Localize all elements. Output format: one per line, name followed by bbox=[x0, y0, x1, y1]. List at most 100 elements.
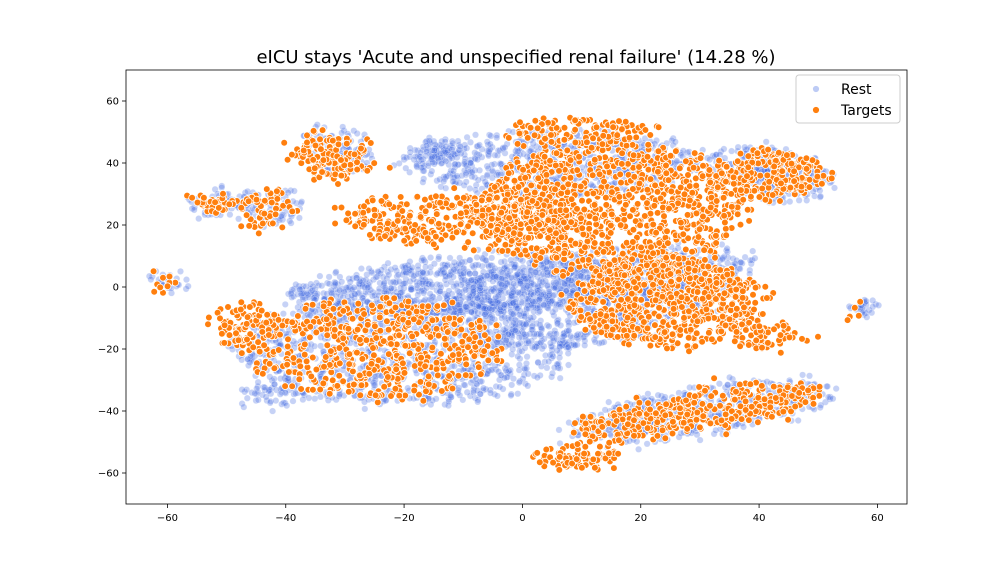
data-point-rest bbox=[474, 261, 482, 269]
data-point-rest bbox=[514, 340, 522, 348]
data-point-rest bbox=[400, 280, 408, 287]
data-point-rest bbox=[414, 266, 422, 273]
data-point-rest bbox=[573, 331, 581, 339]
data-point-rest bbox=[426, 290, 434, 298]
data-point-rest bbox=[305, 394, 313, 402]
data-point-rest bbox=[413, 296, 420, 304]
data-point-rest bbox=[311, 342, 318, 350]
data-point-rest bbox=[410, 272, 418, 280]
data-point-rest bbox=[485, 148, 493, 156]
data-point-rest bbox=[451, 160, 459, 168]
data-point-rest bbox=[456, 179, 464, 187]
data-point-rest bbox=[292, 281, 300, 288]
data-point-rest bbox=[475, 141, 483, 149]
data-point-rest bbox=[471, 149, 479, 157]
data-point-rest bbox=[474, 176, 482, 184]
data-point-rest bbox=[816, 187, 824, 195]
data-point-rest bbox=[442, 142, 450, 150]
data-point-rest bbox=[522, 320, 530, 328]
data-point-rest bbox=[487, 132, 495, 140]
data-point-rest bbox=[420, 256, 428, 264]
data-point-rest bbox=[486, 140, 494, 148]
data-point-rest bbox=[384, 259, 392, 267]
data-point-rest bbox=[488, 254, 496, 262]
data-point-rest bbox=[313, 121, 321, 129]
data-point-rest bbox=[298, 198, 306, 206]
data-point-rest bbox=[496, 383, 504, 391]
data-point-rest bbox=[350, 284, 358, 291]
data-point-rest bbox=[536, 296, 543, 303]
data-point-rest bbox=[551, 306, 559, 314]
data-point-rest bbox=[605, 398, 613, 406]
data-point-rest bbox=[875, 301, 882, 309]
data-point-rest bbox=[520, 290, 528, 298]
data-point-rest bbox=[551, 364, 558, 371]
chart-title: eICU stays 'Acute and unspecified renal … bbox=[256, 47, 775, 68]
data-point-rest bbox=[473, 294, 481, 302]
data-point-rest bbox=[474, 156, 481, 163]
data-point-rest bbox=[361, 405, 369, 413]
data-point-rest bbox=[565, 361, 572, 369]
data-point-rest bbox=[817, 192, 824, 200]
data-point-rest bbox=[508, 381, 516, 389]
data-point-rest bbox=[538, 362, 545, 370]
data-point-rest bbox=[832, 385, 840, 392]
data-point-rest bbox=[686, 384, 694, 391]
data-point-rest bbox=[266, 373, 274, 381]
data-point-rest bbox=[481, 293, 488, 301]
data-point-rest bbox=[431, 141, 439, 149]
data-point-rest bbox=[325, 280, 333, 288]
data-point-rest bbox=[461, 276, 468, 284]
data-point-rest bbox=[404, 261, 412, 269]
data-point-rest bbox=[726, 373, 733, 381]
data-point-rest bbox=[399, 280, 407, 288]
data-point-rest bbox=[463, 388, 471, 396]
data-point-rest bbox=[540, 301, 547, 309]
data-point-rest bbox=[556, 354, 563, 361]
data-point-rest bbox=[456, 307, 464, 315]
data-point-rest bbox=[427, 263, 434, 271]
data-point-rest bbox=[720, 145, 728, 153]
data-point-rest bbox=[538, 325, 545, 332]
data-point-rest bbox=[406, 258, 414, 265]
data-point-rest bbox=[507, 392, 515, 399]
data-point-rest bbox=[475, 302, 482, 310]
data-point-rest bbox=[565, 327, 573, 334]
data-point-rest bbox=[348, 292, 356, 299]
data-point-rest bbox=[426, 269, 434, 276]
data-point-rest bbox=[287, 219, 295, 227]
data-point-rest bbox=[509, 299, 517, 307]
data-point-rest bbox=[485, 367, 493, 375]
data-point-rest bbox=[472, 131, 479, 139]
data-point-rest bbox=[799, 371, 806, 379]
data-point-rest bbox=[442, 184, 450, 192]
data-point-rest bbox=[474, 309, 482, 317]
data-point-rest bbox=[447, 392, 454, 400]
data-point-rest bbox=[195, 215, 203, 223]
data-point-rest bbox=[317, 393, 324, 401]
data-point-rest bbox=[533, 320, 540, 327]
data-point-rest bbox=[420, 289, 428, 297]
data-point-rest bbox=[449, 273, 457, 281]
data-point-rest bbox=[516, 361, 523, 369]
data-point-rest bbox=[469, 262, 476, 270]
data-point-rest bbox=[494, 292, 502, 300]
data-point-rest bbox=[724, 381, 732, 389]
data-point-rest bbox=[493, 134, 501, 142]
data-point-rest bbox=[404, 384, 412, 392]
data-point-rest bbox=[740, 423, 747, 431]
data-point-rest bbox=[307, 280, 315, 288]
data-point-rest bbox=[454, 287, 461, 295]
data-point-rest bbox=[635, 445, 642, 453]
data-point-rest bbox=[716, 380, 723, 388]
data-point-rest bbox=[512, 147, 520, 155]
data-point-rest bbox=[564, 349, 572, 357]
data-point-rest bbox=[402, 164, 410, 172]
data-point-rest bbox=[556, 343, 564, 351]
data-point-rest bbox=[501, 143, 509, 151]
data-point-rest bbox=[460, 269, 467, 277]
data-point-rest bbox=[549, 369, 556, 377]
data-point-rest bbox=[299, 282, 307, 290]
data-point-rest bbox=[318, 282, 326, 290]
